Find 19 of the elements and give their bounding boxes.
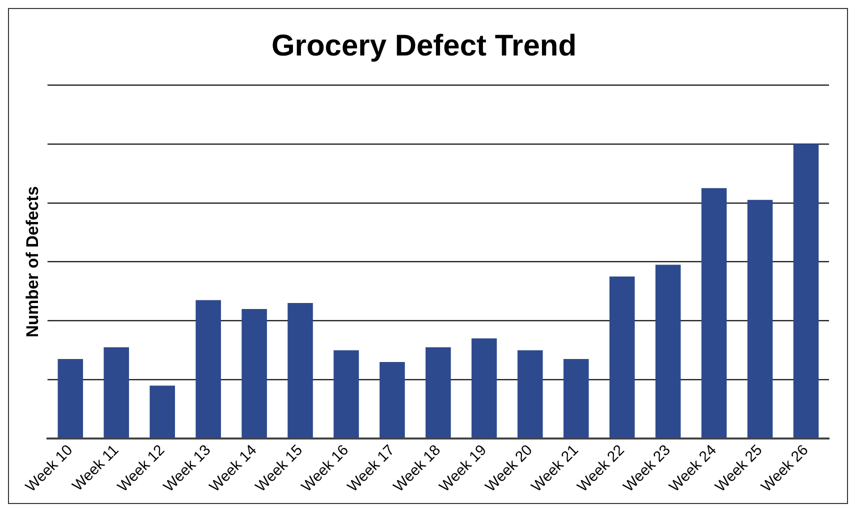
bar <box>242 308 267 438</box>
bar <box>196 300 221 438</box>
bar <box>609 276 635 438</box>
bar <box>655 264 681 438</box>
bar <box>563 359 589 438</box>
bar <box>518 350 543 438</box>
bar <box>334 350 359 438</box>
bar <box>426 347 451 438</box>
bar <box>104 347 130 438</box>
bar <box>58 359 84 438</box>
bar <box>150 386 175 438</box>
chart-title: Grocery Defect Trend <box>271 29 577 62</box>
y-axis-title: Number of Defects <box>22 186 42 338</box>
bar <box>793 144 819 438</box>
bar <box>747 200 773 438</box>
bar <box>380 362 405 438</box>
bar <box>472 338 497 438</box>
bar <box>701 188 727 438</box>
bar <box>288 303 313 438</box>
